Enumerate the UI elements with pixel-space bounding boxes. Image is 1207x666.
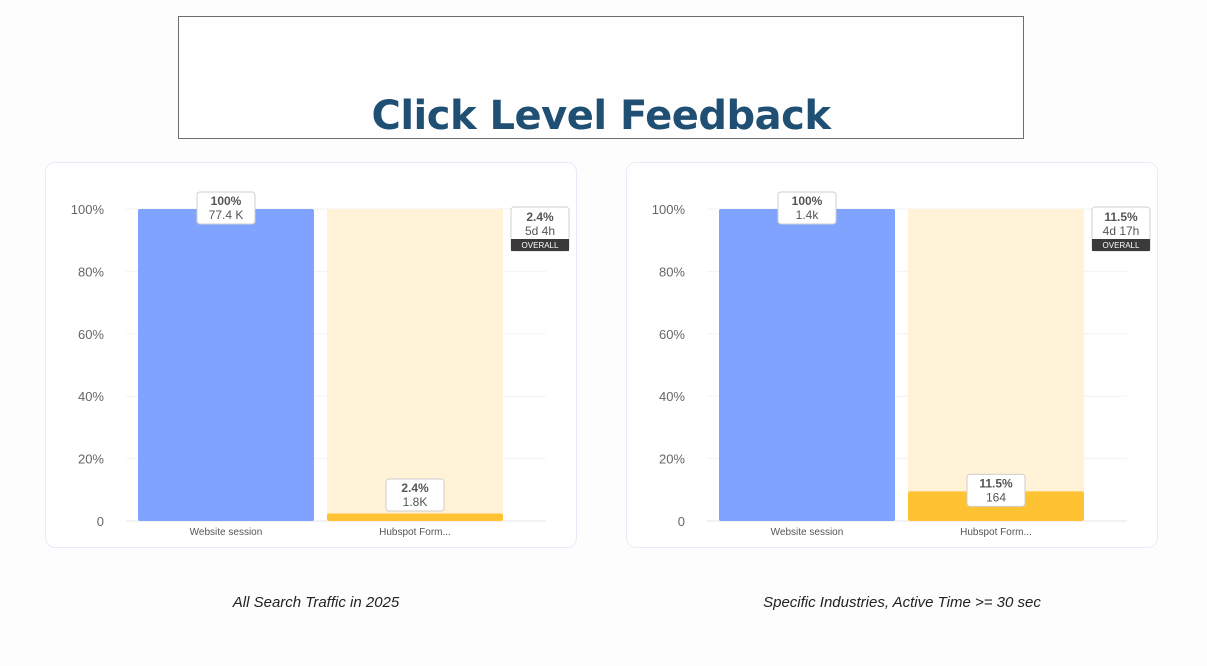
y-tick-label: 100% — [652, 202, 686, 217]
bar-label-box-1 — [966, 473, 1026, 507]
y-tick-label: 60% — [659, 327, 685, 342]
funnel-chart-1: 020%40%60%80%100%Website session100%77.4… — [71, 191, 570, 538]
y-tick-label: 80% — [78, 264, 104, 279]
bar-label-box-0 — [777, 191, 837, 225]
y-tick-label: 40% — [78, 389, 104, 404]
bar-label-percent-0: 100% — [792, 194, 823, 208]
overall-percent: 11.5% — [1104, 210, 1138, 224]
funnel-track-1 — [327, 209, 503, 521]
x-tick-label-0: Website session — [771, 527, 844, 538]
y-tick-label: 20% — [659, 452, 685, 467]
x-tick-label-1: Hubspot Form... — [960, 527, 1032, 538]
title-box: Click Level Feedback — [178, 16, 1024, 139]
x-tick-label-0: Website session — [190, 527, 263, 538]
y-tick-label: 80% — [659, 264, 685, 279]
bar-label-count-0: 77.4 K — [209, 208, 244, 222]
overall-badge-label: OVERALL — [1103, 241, 1140, 250]
bar-label-count-0: 1.4k — [796, 208, 820, 222]
bar-0 — [719, 209, 895, 521]
funnel-chart-2: 020%40%60%80%100%Website session100%1.4k… — [652, 191, 1151, 538]
bar-label-box-1 — [385, 478, 445, 512]
y-tick-label: 0 — [678, 514, 685, 529]
y-tick-label: 100% — [71, 202, 105, 217]
overall-badge-bg — [511, 239, 569, 251]
bar-label-percent-1: 2.4% — [401, 481, 429, 495]
y-tick-label: 40% — [659, 389, 685, 404]
bar-label-count-1: 1.8K — [403, 495, 428, 509]
overall-time: 5d 4h — [525, 224, 555, 238]
bar-label-percent-0: 100% — [211, 194, 242, 208]
bar-label-count-1: 164 — [986, 490, 1006, 504]
overall-badge-bg — [1092, 239, 1150, 251]
chart-caption-2: Specific Industries, Active Time >= 30 s… — [763, 594, 1041, 611]
y-tick-label: 60% — [78, 327, 104, 342]
bar-0 — [138, 209, 314, 521]
funnel-chart-panel-2: 0 20% 40% 60% 80% 100% Website session 100% 1.4k… — [626, 162, 1158, 548]
bar-label-percent-1: 11.5% — [979, 476, 1013, 490]
page-title: Click Level Feedback — [371, 93, 831, 139]
bar-1 — [327, 513, 503, 521]
overall-percent: 2.4% — [526, 210, 554, 224]
y-tick-label: 20% — [78, 452, 104, 467]
x-tick-label-1: Hubspot Form... — [379, 527, 451, 538]
chart-caption-1: All Search Traffic in 2025 — [232, 594, 400, 611]
bar-label-box-0 — [196, 191, 256, 225]
y-tick-label: 0 — [97, 514, 104, 529]
overall-badge-label: OVERALL — [522, 241, 559, 250]
funnel-chart-panel-1: 0 20% 40% 60% 80% 100% Website session 100% 77.4… — [45, 162, 577, 548]
funnel-track-1 — [908, 209, 1084, 521]
overall-time: 4d 17h — [1103, 224, 1140, 238]
